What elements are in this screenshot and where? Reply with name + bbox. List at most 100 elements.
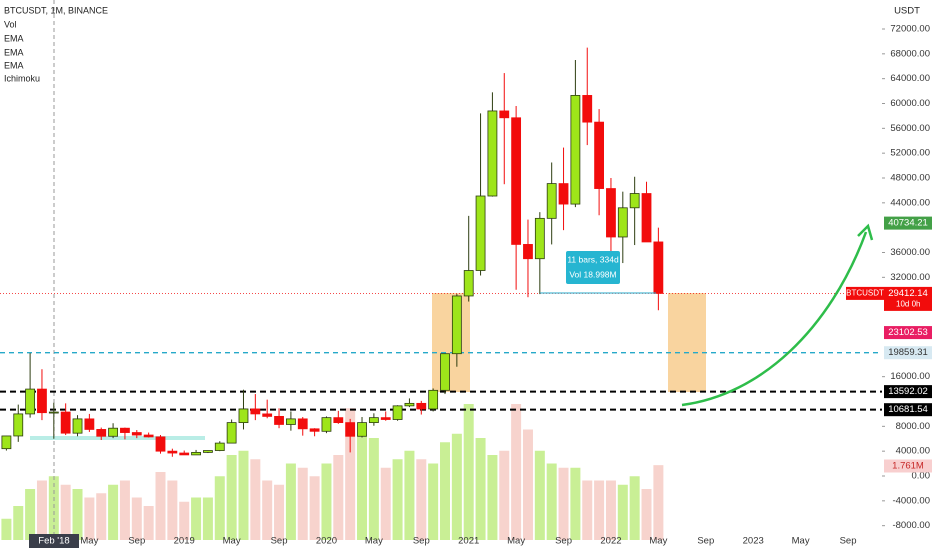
projection-box	[668, 293, 706, 392]
candle-body	[226, 422, 237, 444]
volume-bar	[451, 433, 462, 540]
volume-bar	[368, 438, 379, 540]
candle-body	[333, 417, 344, 424]
volume-bar	[511, 404, 522, 540]
y-tick-label: 52000.00	[890, 148, 930, 159]
volume-bar	[487, 455, 498, 540]
volume-bar	[214, 476, 225, 540]
candle-body	[285, 418, 296, 425]
y-tick-label: 60000.00	[890, 98, 930, 109]
x-tick-label: 2020	[316, 536, 337, 547]
candle-body	[641, 193, 652, 243]
symbol-label: BTCUSDT	[846, 289, 884, 298]
level-label: 19859.31	[888, 347, 928, 358]
candle-body	[368, 417, 379, 424]
measure-volume: Vol 18.998M	[569, 269, 616, 279]
y-tick-label: 32000.00	[890, 272, 930, 283]
volume-bar	[428, 463, 439, 540]
candle-body	[404, 402, 415, 407]
candle-body	[606, 188, 616, 238]
price-badge	[884, 326, 932, 340]
candle-body	[594, 121, 604, 189]
level-badge	[884, 403, 932, 417]
volume-bar	[321, 463, 332, 540]
candle-body	[179, 452, 190, 456]
candle-body	[582, 95, 593, 123]
arrow	[681, 231, 868, 407]
y-tick-label: 64000.00	[890, 73, 930, 84]
price-label: 29412.14	[888, 288, 928, 299]
x-tick-label: May	[649, 536, 667, 547]
volume-bar	[546, 463, 557, 540]
candle-body	[428, 389, 439, 410]
candle-body	[131, 432, 142, 436]
volume-bar	[629, 476, 640, 540]
volume-bar	[155, 472, 166, 540]
x-tick-label: May	[507, 536, 525, 547]
volume-bar	[499, 450, 510, 540]
legend-item: Vol	[4, 19, 17, 29]
candle-body	[108, 427, 118, 437]
volume-bar	[345, 408, 356, 540]
candle-body	[499, 110, 510, 119]
volume-bar	[605, 480, 616, 540]
volume-bar	[594, 480, 605, 540]
volume-bar	[262, 480, 273, 540]
y-tick-label: 68000.00	[890, 48, 930, 59]
volume-bar	[274, 484, 285, 540]
candle-body	[155, 436, 166, 452]
axes: -8000.00 -4000.00 0.00 4000.00 8000.00 16000.…	[29, 24, 932, 548]
crosshair-badge	[29, 534, 79, 548]
legend-item: EMA	[4, 33, 24, 43]
volume-bar	[463, 404, 474, 540]
volume-bar	[25, 489, 36, 540]
candle-body	[25, 388, 36, 415]
levels	[0, 292, 882, 411]
volume-bar	[202, 497, 213, 540]
candle-body	[487, 110, 498, 197]
y-tick-label: 56000.00	[890, 123, 930, 134]
candle-body	[451, 295, 462, 355]
volume-bar	[475, 438, 486, 540]
candle-body	[357, 422, 367, 437]
candle-body	[511, 117, 522, 245]
candle-body	[534, 217, 545, 260]
volume-bar	[404, 450, 415, 540]
x-tick-label: May	[365, 536, 383, 547]
candle-body	[60, 411, 71, 434]
drawing-band	[30, 436, 205, 440]
candle-body	[546, 183, 557, 219]
candle-body	[309, 428, 320, 432]
volume-bar	[380, 467, 391, 540]
x-tick-label: 2023	[743, 536, 764, 547]
volume-bar	[641, 489, 652, 540]
y-tick-label: 4000.00	[896, 446, 930, 457]
candle-body	[297, 418, 308, 430]
volume-bar	[96, 493, 107, 540]
y-tick-label: -8000.00	[892, 520, 930, 531]
x-tick-label: May	[792, 536, 810, 547]
y-tick-label: 0.00	[912, 471, 931, 482]
x-tick-label: Sep	[555, 536, 572, 547]
volume-badge	[884, 459, 932, 473]
candle-body	[143, 434, 154, 438]
volume-bar	[48, 476, 59, 540]
candle-body	[203, 450, 213, 453]
candle-body	[274, 415, 284, 425]
volume-bar	[285, 463, 296, 540]
volume-bar	[297, 467, 308, 540]
volume-bar	[60, 484, 71, 540]
volume-bar	[416, 459, 427, 540]
measure-bars: 11 bars, 334d	[567, 254, 619, 264]
candle-body	[617, 207, 628, 238]
volume-bar	[1, 518, 12, 540]
volume-bar	[108, 484, 119, 540]
volume-bar	[558, 467, 569, 540]
y-tick-label: 44000.00	[890, 197, 930, 208]
candle-body	[262, 413, 273, 417]
y-tick-label: -4000.00	[892, 495, 930, 506]
volume-bar	[143, 506, 154, 540]
volume-bar	[13, 506, 24, 540]
crosshair-label: Feb '18	[38, 536, 69, 547]
arrow-head	[857, 223, 874, 241]
